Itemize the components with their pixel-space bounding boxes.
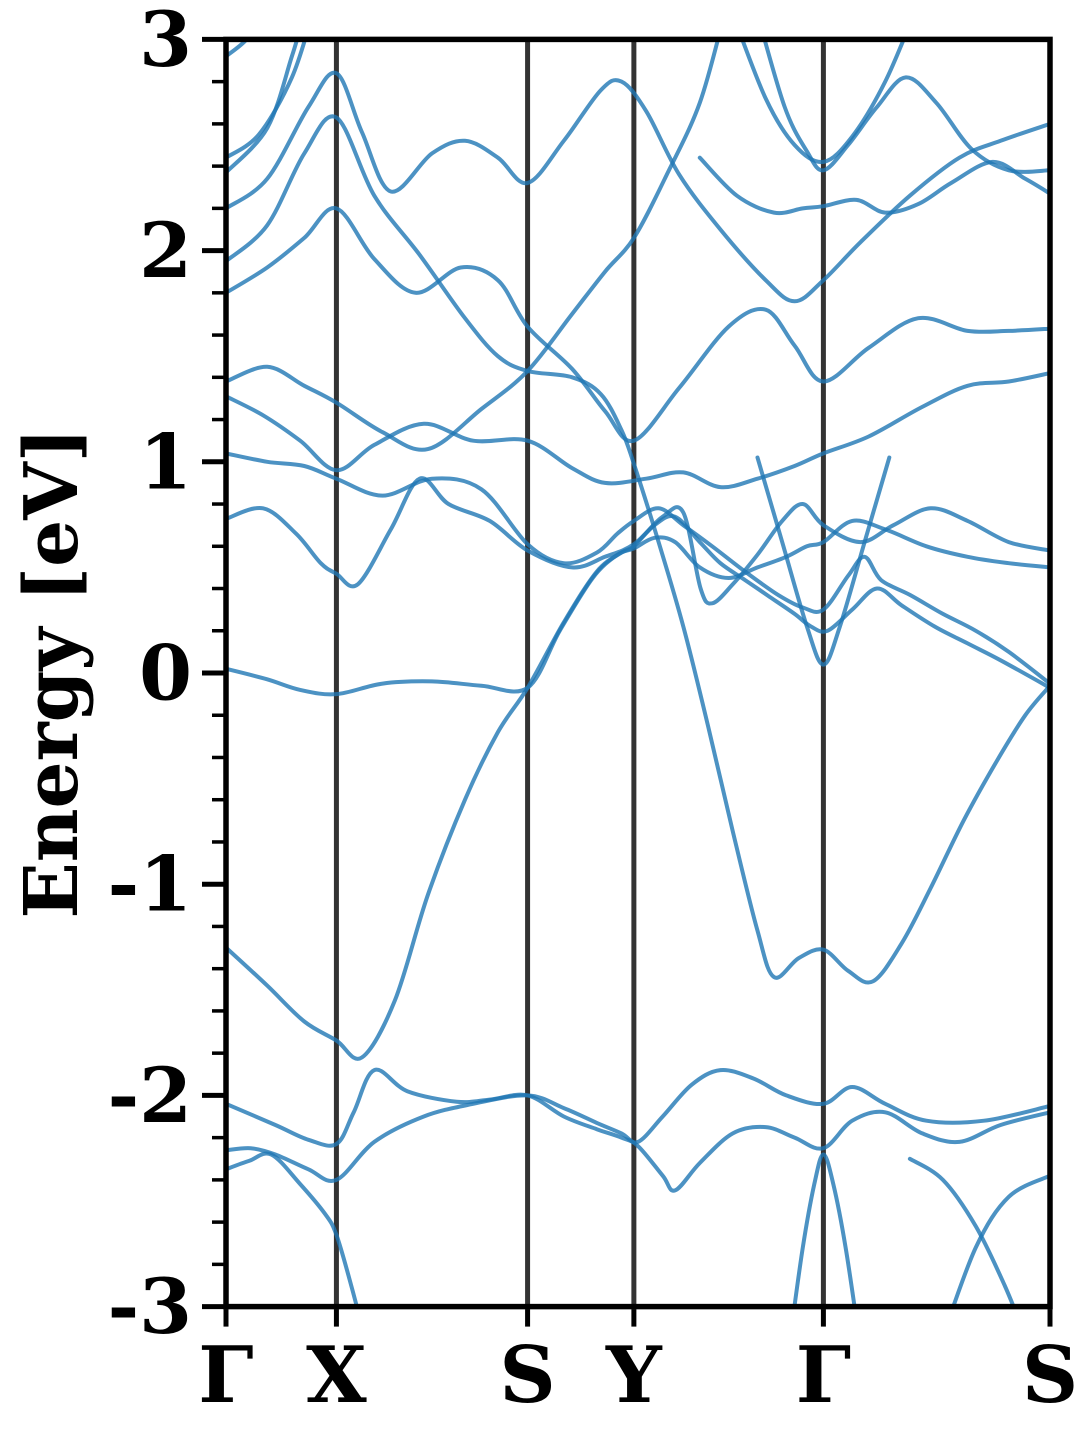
band-13 <box>226 514 1050 1061</box>
band-09 <box>226 451 1050 686</box>
band-14 <box>697 155 1050 216</box>
band-04 <box>226 70 1050 304</box>
y-tick-label: 0 <box>139 629 192 718</box>
bands-group <box>226 39 1050 1307</box>
x-tick-label-2: S <box>499 1330 555 1421</box>
y-tick-label: -2 <box>108 1051 192 1140</box>
band-19 <box>226 1151 359 1307</box>
band-18 <box>226 1067 1050 1183</box>
band-20 <box>792 1152 857 1307</box>
y-tick-labels: 3 2 1 0 -1 -2 -3 <box>108 0 192 1351</box>
y-tick-label: -3 <box>108 1262 192 1351</box>
band-10 <box>226 476 1050 606</box>
band-03 <box>226 39 300 175</box>
axes-spines <box>223 36 1053 1310</box>
band-21 <box>951 1173 1050 1307</box>
y-tick-label: -1 <box>108 840 192 929</box>
x-tick-label-4: Γ <box>796 1330 851 1421</box>
y-ticks <box>202 36 224 1310</box>
x-tick-label-1: X <box>306 1330 367 1421</box>
band-17 <box>226 1067 1050 1193</box>
x-tick-label-0: Γ <box>198 1330 253 1421</box>
band-02 <box>226 39 308 160</box>
band-05 <box>226 114 1050 985</box>
y-tick-label: 3 <box>139 0 192 84</box>
band-15 <box>740 39 906 165</box>
band-08 <box>226 371 1050 490</box>
band-01 <box>226 39 250 59</box>
band-22 <box>907 1156 1016 1307</box>
band-07 <box>226 206 1050 444</box>
y-axis-title: Energy [eV] <box>9 427 95 918</box>
x-ticks <box>223 1309 1053 1327</box>
band-16 <box>762 39 1050 174</box>
band-11 <box>755 455 892 667</box>
band-06 <box>226 39 721 452</box>
x-tick-label-3: Y <box>605 1330 663 1421</box>
y-tick-label: 1 <box>139 417 192 506</box>
y-tick-label: 2 <box>139 206 192 295</box>
band-12 <box>226 518 1050 697</box>
x-tick-label-5: S <box>1022 1330 1078 1421</box>
